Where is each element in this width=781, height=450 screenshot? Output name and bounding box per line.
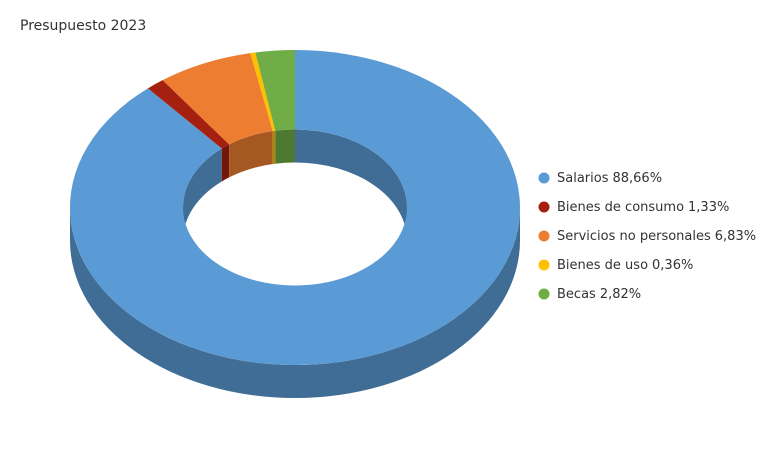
slice-outer-side (70, 207, 520, 398)
legend-marker (538, 172, 550, 184)
legend-value: 88,66% (612, 171, 662, 186)
legend-value: 1,33% (688, 200, 729, 215)
slice-inner-side (221, 144, 230, 182)
legend-value: 2,82% (600, 287, 641, 302)
legend-label: Bienes de consumo 1,33% (557, 200, 729, 215)
legend-label: Bienes de uso 0,36% (557, 258, 693, 273)
legend-name: Bienes de uso (557, 258, 648, 273)
slice-inner-side (275, 129, 295, 164)
slice (162, 53, 273, 145)
legend-name: Servicios no personales (557, 229, 711, 244)
legend-name: Salarios (557, 171, 609, 186)
legend-label: Becas 2,82% (557, 287, 641, 302)
slice (255, 50, 295, 131)
legend-value: 6,83% (715, 229, 756, 244)
slice-inner-side (272, 130, 276, 165)
slice-inner-side (183, 148, 222, 241)
legend-value: 0,36% (652, 258, 693, 273)
slice (250, 52, 276, 132)
legend-marker (538, 230, 550, 242)
chart-title: Presupuesto 2023 (20, 18, 146, 34)
slice (147, 80, 230, 149)
slice-inner-side (229, 131, 273, 178)
legend-name: Becas (557, 287, 596, 302)
slice (70, 50, 521, 366)
legend-marker (538, 288, 550, 300)
legend-label: Servicios no personales 6,83% (557, 229, 756, 244)
legend-name: Bienes de consumo (557, 200, 684, 215)
legend-marker (538, 201, 550, 213)
slice-inner-side (295, 129, 407, 241)
legend-label: Salarios 88,66% (557, 171, 662, 186)
legend-marker (538, 259, 550, 271)
